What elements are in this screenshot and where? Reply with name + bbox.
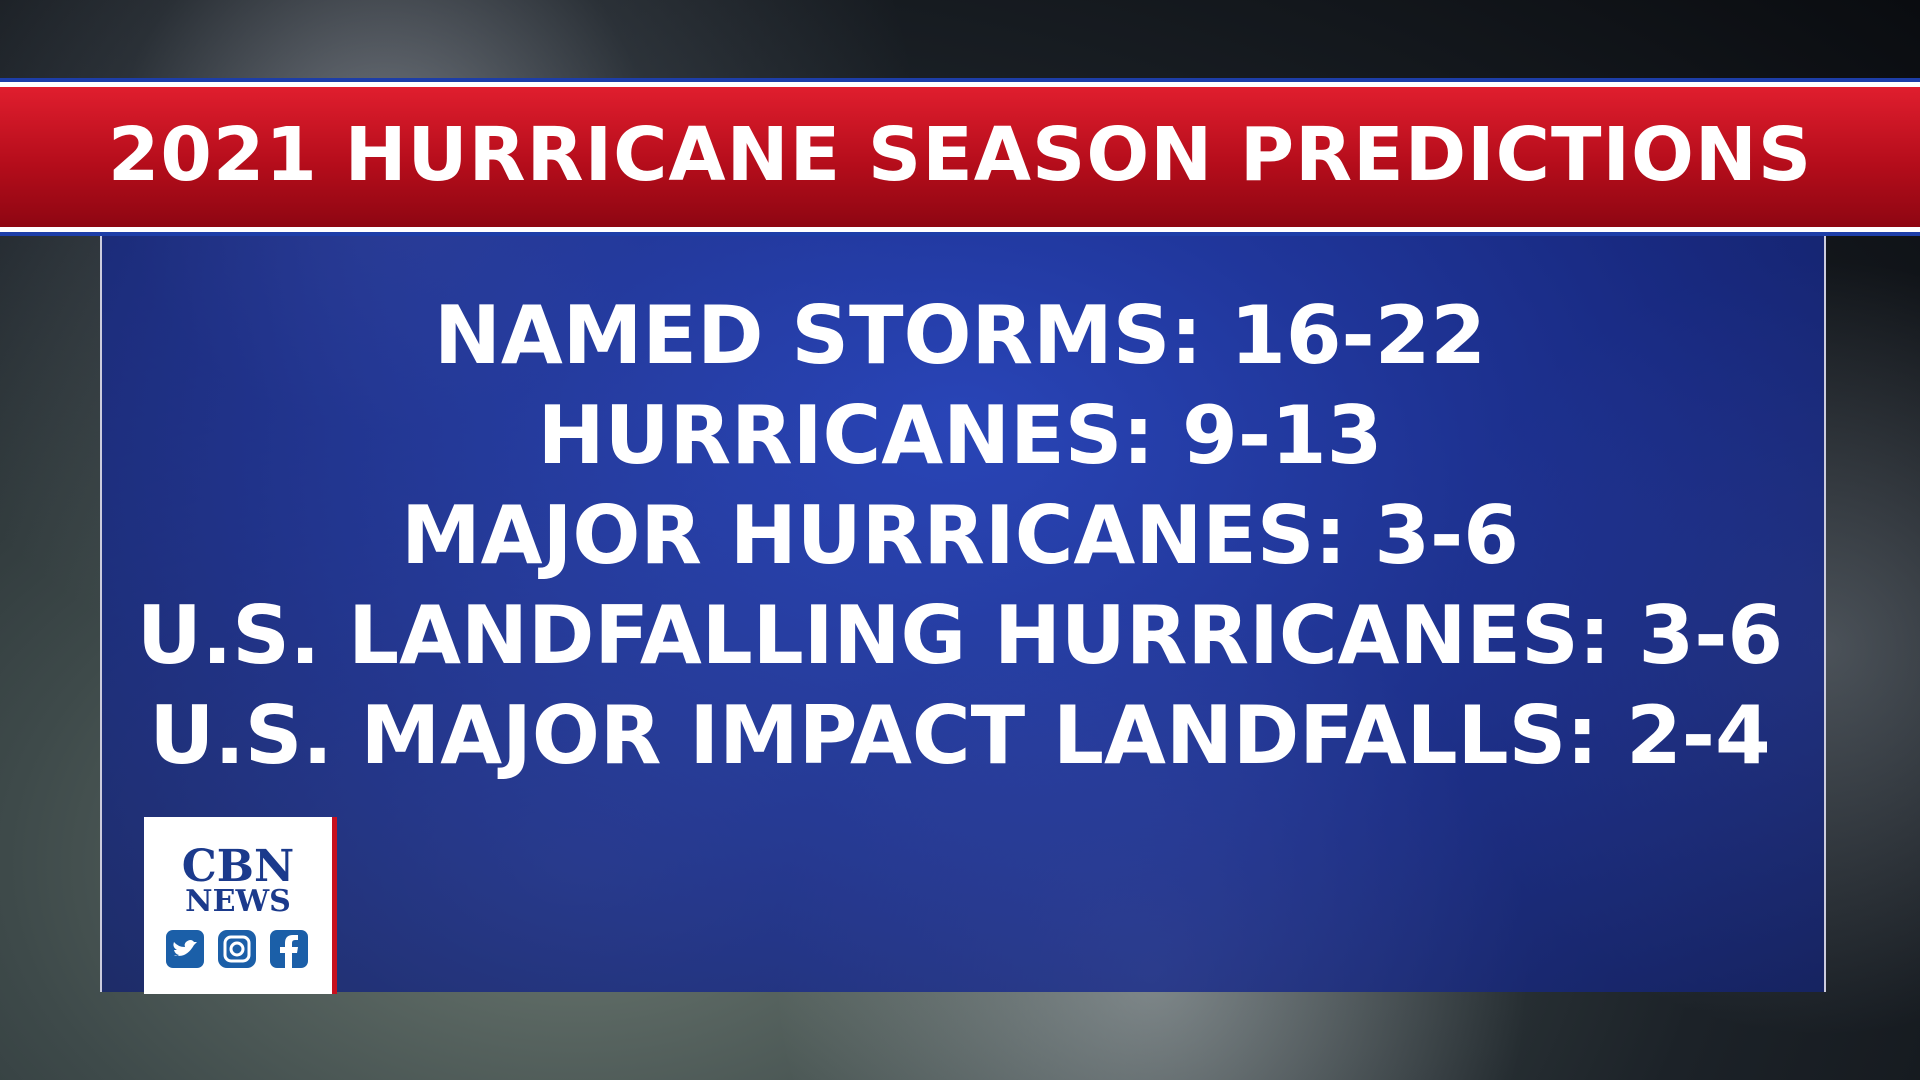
prediction-line: MAJOR HURRICANES: 3-6: [401, 489, 1519, 582]
prediction-line: NAMED STORMS: 16-22: [433, 289, 1487, 382]
logo-brand: CBN: [181, 841, 295, 892]
title-banner: [0, 82, 1920, 232]
prediction-line: HURRICANES: 9-13: [537, 389, 1383, 482]
prediction-line: U.S. MAJOR IMPACT LANDFALLS: 2-4: [149, 689, 1771, 782]
logo: CBN NEWS: [144, 817, 337, 994]
prediction-panel: [100, 228, 1826, 992]
prediction-line: U.S. LANDFALLING HURRICANES: 3-6: [136, 589, 1784, 682]
logo-subtitle: NEWS: [185, 884, 291, 919]
title: 2021 HURRICANE SEASON PREDICTIONS: [107, 112, 1813, 198]
social-icons: [166, 930, 308, 968]
